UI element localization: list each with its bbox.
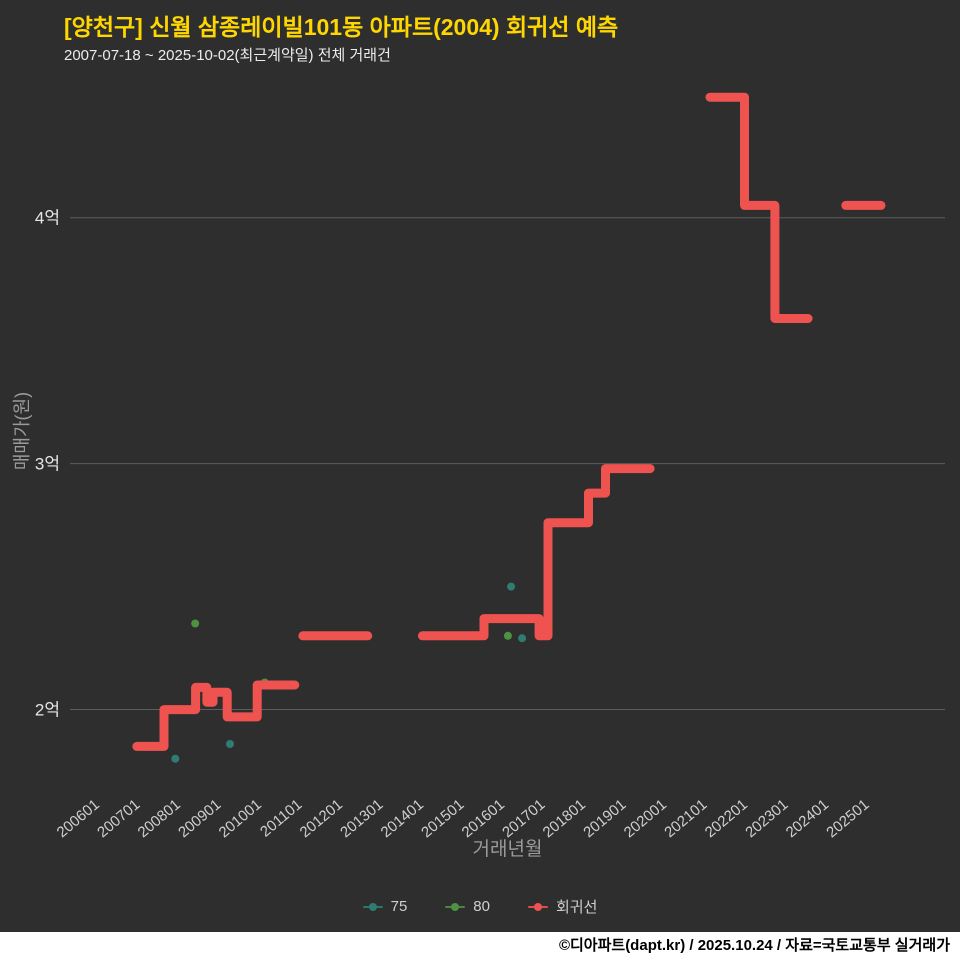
y-tick-label: 4억 bbox=[35, 209, 60, 228]
scatter-point-80 bbox=[191, 619, 200, 628]
regression-line-segment bbox=[132, 680, 300, 751]
legend-label: 회귀선 bbox=[555, 899, 598, 916]
scatter-point-75 bbox=[171, 754, 180, 763]
legend: 75 80 회귀선 bbox=[0, 896, 960, 917]
scatter-point-75 bbox=[507, 582, 516, 591]
y-axis-title: 매매가(원) bbox=[12, 391, 32, 471]
scatter-point-75 bbox=[226, 740, 234, 748]
footer-text: ©디아파트(dapt.kr) / 2025.10.24 / 자료=국토교통부 실… bbox=[558, 937, 950, 954]
legend-label: 75 bbox=[390, 898, 408, 915]
x-axis-title: 거래년월 bbox=[472, 839, 543, 860]
scatter-point-75 bbox=[518, 634, 527, 643]
y-tick-label: 3억 bbox=[35, 455, 60, 474]
legend-marker-회귀선-icon bbox=[527, 902, 548, 912]
chart-title: [양천구] 신월 삼종레이빌101동 아파트(2004) 회귀선 예측 bbox=[64, 14, 619, 40]
regression-line-segment bbox=[417, 464, 655, 641]
legend-item-80[interactable]: 80 bbox=[445, 898, 490, 915]
legend-marker-80-icon bbox=[445, 902, 466, 912]
legend-item-75[interactable]: 75 bbox=[362, 898, 408, 915]
regression-line-segment bbox=[705, 92, 813, 323]
scatter-point-80 bbox=[503, 631, 512, 640]
chart-subtitle: 2007-07-18 ~ 2025-10-02(최근계약일) 전체 거래건 bbox=[64, 47, 391, 64]
footer-bar: ©디아파트(dapt.kr) / 2025.10.24 / 자료=국토교통부 실… bbox=[0, 932, 960, 960]
legend-marker-75-icon bbox=[362, 902, 383, 912]
legend-label: 80 bbox=[473, 898, 490, 915]
legend-item-회귀선[interactable]: 회귀선 bbox=[527, 896, 598, 917]
y-tick-label: 2억 bbox=[35, 701, 60, 720]
